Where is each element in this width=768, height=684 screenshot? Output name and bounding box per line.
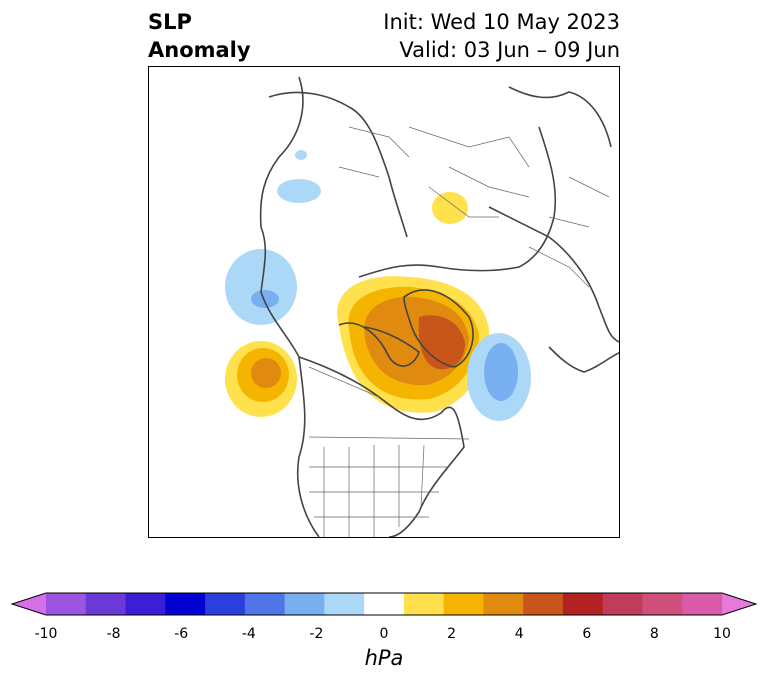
colorbar-segment: [244, 593, 286, 615]
colorbar-segment: [284, 593, 325, 615]
colorbar-segment: [205, 593, 246, 615]
anomaly-positive-w-siberia: [432, 192, 468, 224]
init-date: Init: Wed 10 May 2023: [383, 10, 620, 34]
anomaly-fills: [225, 150, 531, 421]
colorbar-segment: [46, 593, 87, 615]
map-panel: [148, 66, 620, 538]
colorbar-tick-label: 2: [447, 626, 457, 642]
colorbar-segment: [443, 593, 484, 615]
anomaly-negative-atlantic: [467, 333, 531, 421]
colorbar-segment: [324, 593, 365, 615]
colorbar: [10, 592, 758, 616]
colorbar-segment: [682, 593, 723, 615]
map-canvas: [225, 76, 619, 537]
anomaly-negative-siberia: [277, 150, 321, 203]
borders: [308, 126, 610, 537]
colorbar-tick-label: 6: [582, 626, 592, 642]
colorbar-tick-label: 8: [649, 626, 659, 642]
colorbar-tick-label: 4: [514, 626, 524, 642]
colorbar-segment: [562, 593, 604, 615]
colorbar-extend-high: [722, 593, 756, 615]
colorbar-tick-label: -6: [174, 626, 189, 642]
colorbar-segment: [483, 593, 524, 615]
colorbar-tick-label: 0: [379, 626, 389, 642]
valid-range: Valid: 03 Jun – 09 Jun: [399, 38, 620, 62]
colorbar-segment: [523, 593, 564, 615]
forecast-info: Init: Wed 10 May 2023 Valid: 03 Jun – 09…: [383, 8, 620, 64]
colorbar-tick-label: -10: [34, 626, 58, 642]
anomaly-positive-greenland: [337, 276, 490, 413]
colorbar-tick-label: -8: [106, 626, 121, 642]
colorbar-segment: [125, 593, 166, 615]
colorbar-outline: [10, 592, 758, 616]
colorbar-segment: [165, 593, 206, 615]
colorbar-unit-label: hPa: [364, 646, 404, 670]
colorbar-segment: [85, 593, 127, 615]
colorbar-segment: [364, 593, 405, 615]
title-line-1: SLP: [148, 10, 192, 34]
colorbar-extend-low: [12, 593, 46, 615]
anomaly-positive-alaska: [225, 341, 297, 417]
colorbar-segment: [403, 593, 445, 615]
colorbar-segment: [602, 593, 643, 615]
colorbar-tick-label: 10: [713, 626, 731, 642]
title-line-2: Anomaly: [148, 38, 251, 62]
coastlines: [259, 76, 619, 537]
colorbar-segment: [642, 593, 683, 615]
colorbar-tick-label: -4: [241, 626, 256, 642]
colorbar-tick-label: -2: [309, 626, 324, 642]
map-title: SLP Anomaly: [148, 8, 251, 64]
